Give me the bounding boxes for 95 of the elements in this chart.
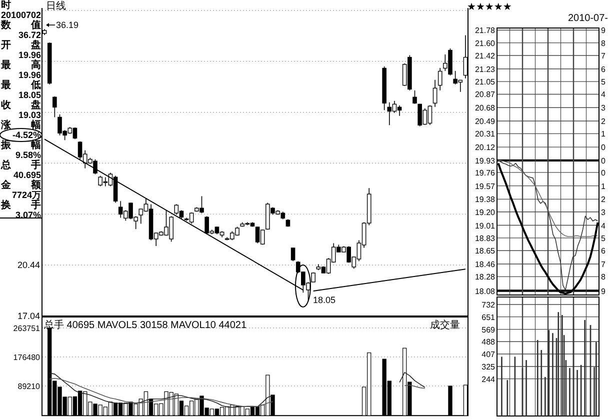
- text: 7724万: [12, 190, 41, 200]
- text: 0: [601, 156, 606, 166]
- text: 19.03: [18, 110, 41, 120]
- text: 低: [30, 79, 41, 91]
- y-tick-label: 325: [482, 362, 496, 372]
- text: 8: [601, 38, 606, 48]
- text: 额: [30, 179, 42, 191]
- y-tick-label: 651: [482, 312, 496, 322]
- y-tick-label: 19.93: [474, 156, 496, 166]
- chart-title: 日线: [46, 0, 66, 12]
- text: 0: [601, 143, 606, 152]
- text: 19.96: [18, 50, 41, 60]
- y-tick-label: 21.23: [474, 64, 496, 74]
- y-tick-label: 18.08: [474, 286, 496, 296]
- text: 36.72: [18, 30, 41, 40]
- text: 9: [601, 286, 606, 296]
- y-tick-label: 20.87: [474, 90, 496, 100]
- text: 19.96: [18, 70, 41, 80]
- text: 7: [601, 260, 606, 270]
- text: 4: [601, 90, 606, 100]
- y-tick-label: 20.31: [474, 130, 496, 139]
- candlestick: [432, 80, 438, 108]
- text: 1: [601, 182, 606, 191]
- y-tick-label: 19.01: [474, 221, 496, 230]
- text: 幅: [31, 139, 41, 151]
- text: 盘: [30, 39, 41, 51]
- text: 值: [30, 19, 41, 31]
- text: 8: [601, 272, 606, 282]
- y-tick-label: 20.49: [474, 116, 496, 126]
- y-tick-label: 569: [482, 325, 496, 334]
- y-tick-label: 20.12: [474, 143, 496, 152]
- text: 手: [30, 159, 41, 171]
- text: 盘: [30, 99, 41, 111]
- y-tick-label: 19.57: [474, 182, 496, 191]
- text: 最: [0, 79, 11, 91]
- y-tick-label: 244: [482, 374, 496, 384]
- y-tick-label: 18.46: [474, 260, 496, 270]
- y-tick-label: 176480: [13, 352, 41, 362]
- text: 7: [601, 51, 606, 60]
- candlestick: [412, 90, 417, 104]
- text: 0: [601, 168, 606, 178]
- y-tick-label: 89210: [18, 382, 41, 391]
- text: 6: [601, 246, 606, 256]
- text: 最: [0, 59, 11, 71]
- text: -4.52%: [12, 130, 41, 140]
- text: 3: [601, 208, 606, 217]
- text: 9: [601, 26, 606, 36]
- y-tick-label: 19.38: [474, 195, 496, 204]
- y-tick-label: 19.76: [474, 168, 496, 178]
- y-tick-label: 18.65: [474, 246, 496, 256]
- annotation: 成交量: [430, 319, 460, 331]
- y-tick-label: 20.44: [17, 260, 40, 270]
- y-tick-label: 21.05: [474, 78, 496, 87]
- text: 9.58%: [15, 150, 41, 160]
- text: 开: [0, 40, 11, 51]
- text: 振: [0, 139, 12, 151]
- y-tick-label: 17.04: [17, 311, 40, 321]
- text: 3: [601, 104, 606, 113]
- text: 总: [0, 159, 12, 171]
- text: 涨: [0, 119, 12, 131]
- candlestick: [438, 68, 442, 91]
- text: 20100702: [0, 10, 41, 20]
- y-tick-label: 19.20: [474, 208, 496, 217]
- y-tick-label: 263751: [13, 324, 41, 333]
- y-tick-label: 18.28: [474, 272, 496, 282]
- annotation: ★★★★★: [467, 2, 512, 13]
- chart-title: 2010-07-: [568, 13, 608, 24]
- text: 换: [0, 199, 11, 211]
- text: 5: [601, 78, 606, 87]
- text: 手: [30, 199, 41, 211]
- text: 数: [0, 19, 12, 31]
- text: 幅: [31, 119, 41, 131]
- text: 6: [601, 64, 606, 74]
- candlestick: [290, 247, 296, 262]
- y-tick-label: 732: [482, 300, 496, 310]
- text: 5: [601, 234, 606, 243]
- annotation: 18.05: [313, 295, 336, 305]
- text: 高: [31, 59, 41, 71]
- text: 4: [601, 221, 606, 230]
- annotation: 36.19: [56, 20, 79, 30]
- text: 1: [601, 130, 606, 139]
- y-tick-label: 18.83: [474, 234, 496, 243]
- text: 18.05: [18, 90, 41, 100]
- y-tick-label: 407: [482, 350, 496, 359]
- text: 2: [601, 116, 606, 126]
- text: 2: [601, 195, 606, 204]
- candlestick: [52, 96, 57, 118]
- text: 40.695: [13, 170, 41, 180]
- y-tick-label: 21.42: [474, 51, 496, 60]
- y-tick-label: 21.78: [474, 26, 496, 36]
- text: 收: [1, 99, 12, 111]
- text: 金: [0, 179, 12, 191]
- y-tick-label: 21.60: [474, 38, 496, 48]
- y-tick-label: 20.68: [474, 104, 496, 113]
- y-tick-label: 488: [482, 338, 496, 347]
